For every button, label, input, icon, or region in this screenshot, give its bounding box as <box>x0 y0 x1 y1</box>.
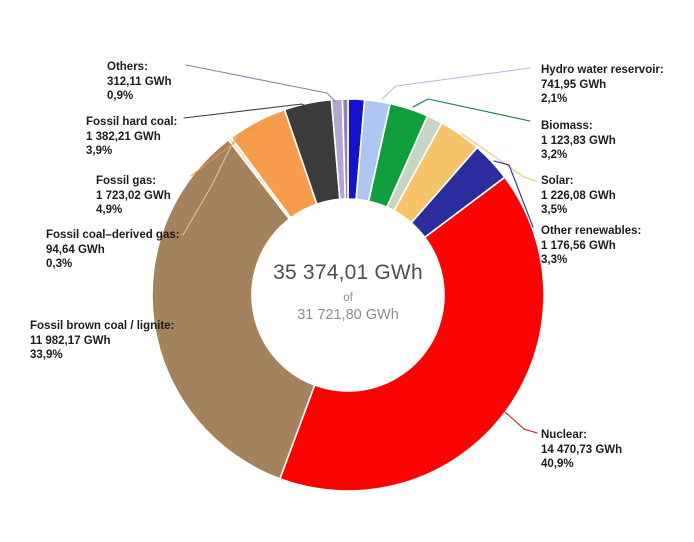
center-total-secondary: 31 721,80 GWh <box>297 307 399 323</box>
slice-label-fossil-gas-title: Fossil gas: <box>96 175 157 187</box>
slice-label-hydro-water-reservoir: Hydro water reservoir: 741,95 GWh 2,1% <box>541 63 664 107</box>
slice-label-fossil-gas: Fossil gas: 1 723,02 GWh 4,9% <box>96 174 171 218</box>
slice-label-biomass-value: 1 123,83 GWh <box>541 134 616 147</box>
slice-label-fossil-brown-coal-lignite-value: 11 982,17 GWh <box>30 334 111 347</box>
slice-label-fossil-brown-coal-lignite: Fossil brown coal / lignite: 11 982,17 GW… <box>30 319 174 363</box>
slice-label-hydro-water-reservoir-title: Hydro water reservoir: <box>541 64 664 76</box>
leader-line-nuclear <box>504 411 538 434</box>
slice-label-nuclear-percent: 40,9% <box>541 458 574 470</box>
slice-label-fossil-hard-coal-value: 1 382,21 GWh <box>86 130 161 143</box>
center-connector: of <box>343 292 353 304</box>
leader-line-biomass <box>412 98 531 122</box>
slice-label-others-title: Others: <box>107 61 148 73</box>
center-total-primary: 35 374,01 GWh <box>273 261 423 284</box>
slice-fossil-brown-coal-lignite[interactable] <box>151 138 316 480</box>
slice-label-solar-title: Solar: <box>541 175 574 187</box>
slice-label-fossil-gas-percent: 4,9% <box>96 204 123 216</box>
slice-label-nuclear-value: 14 470,73 GWh <box>541 443 623 456</box>
slice-label-other-renewables-title: Other renewables: <box>541 225 642 237</box>
leader-line-fossil-hard-coal <box>183 103 312 119</box>
slice-label-biomass-title: Biomass: <box>541 120 593 132</box>
leader-line-other-renewables <box>493 160 534 228</box>
slice-label-solar-value: 1 226,08 GWh <box>541 189 616 202</box>
slice-label-nuclear: Nuclear: 14 470,73 GWh 40,9% <box>541 428 622 472</box>
slice-label-nuclear-title: Nuclear: <box>541 429 588 441</box>
slice-label-biomass-percent: 3,2% <box>541 149 568 161</box>
leader-line-solar <box>461 133 537 182</box>
slice-label-fossil-coal-derived-gas: Fossil coal–derived gas: 94,64 GWh 0,3% <box>46 228 180 272</box>
callout-leader-lines <box>182 64 538 434</box>
slice-label-biomass: Biomass: 1 123,83 GWh 3,2% <box>541 119 616 163</box>
slice-label-fossil-gas-value: 1 723,02 GWh <box>96 189 171 202</box>
slice-label-fossil-brown-coal-lignite-title: Fossil brown coal / lignite: <box>30 320 175 332</box>
slice-label-other-renewables: Other renewables: 1 176,56 GWh 3,3% <box>541 224 641 268</box>
slice-label-other-renewables-value: 1 176,56 GWh <box>541 239 616 252</box>
slice-label-hydro-water-reservoir-value: 741,95 GWh <box>541 78 607 91</box>
leader-line-hydro-water-reservoir <box>381 67 531 100</box>
slice-label-others-value: 312,11 GWh <box>107 75 172 88</box>
donut-center-label: 35 374,01 GWh of 31 721,80 GWh <box>248 261 448 323</box>
slice-label-solar-percent: 3,5% <box>541 204 568 216</box>
leader-line-others <box>185 64 337 103</box>
slice-label-fossil-coal-derived-gas-value: 94,64 GWh <box>46 243 105 256</box>
slice-label-fossil-hard-coal-title: Fossil hard coal: <box>86 116 178 128</box>
slice-label-solar: Solar: 1 226,08 GWh 3,5% <box>541 174 616 218</box>
slice-label-others-percent: 0,9% <box>107 90 134 102</box>
slice-label-hydro-water-reservoir-percent: 2,1% <box>541 93 568 105</box>
slice-label-fossil-coal-derived-gas-percent: 0,3% <box>46 258 73 270</box>
slice-label-fossil-coal-derived-gas-title: Fossil coal–derived gas: <box>46 229 180 241</box>
leader-line-fossil-coal-derived-gas <box>182 135 237 236</box>
slice-label-other-renewables-percent: 3,3% <box>541 254 568 266</box>
slice-label-others: Others: 312,11 GWh 0,9% <box>107 60 172 104</box>
slice-label-fossil-hard-coal-percent: 3,9% <box>86 145 113 157</box>
slice-label-fossil-brown-coal-lignite-percent: 33,9% <box>30 349 63 361</box>
leader-line-fossil-gas <box>190 125 255 177</box>
slice-unlabeled-mauve[interactable] <box>341 98 349 200</box>
donut-slices <box>151 98 545 492</box>
slice-nuclear[interactable] <box>279 176 545 492</box>
slice-label-fossil-hard-coal: Fossil hard coal: 1 382,21 GWh 3,9% <box>86 115 177 159</box>
